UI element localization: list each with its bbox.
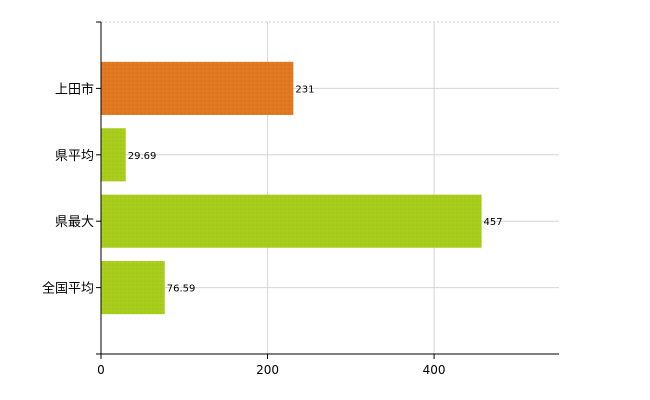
x-tick-label: 0 <box>97 363 105 377</box>
bars <box>101 61 482 315</box>
data-label: 231 <box>295 84 314 95</box>
bar <box>101 61 294 115</box>
category-label: 上田市 <box>55 81 94 97</box>
category-label: 県最大 <box>55 215 94 230</box>
data-label: 29.69 <box>128 151 157 162</box>
data-label: 76.59 <box>167 284 196 295</box>
x-tick-label: 200 <box>256 363 279 377</box>
bar <box>101 128 126 182</box>
x-tick-label: 400 <box>423 363 446 377</box>
bar <box>101 194 482 248</box>
data-label: 457 <box>484 217 503 228</box>
axes <box>96 21 559 359</box>
bar <box>101 261 165 315</box>
category-label: 県平均 <box>55 149 94 164</box>
category-label: 全国平均 <box>42 281 94 297</box>
